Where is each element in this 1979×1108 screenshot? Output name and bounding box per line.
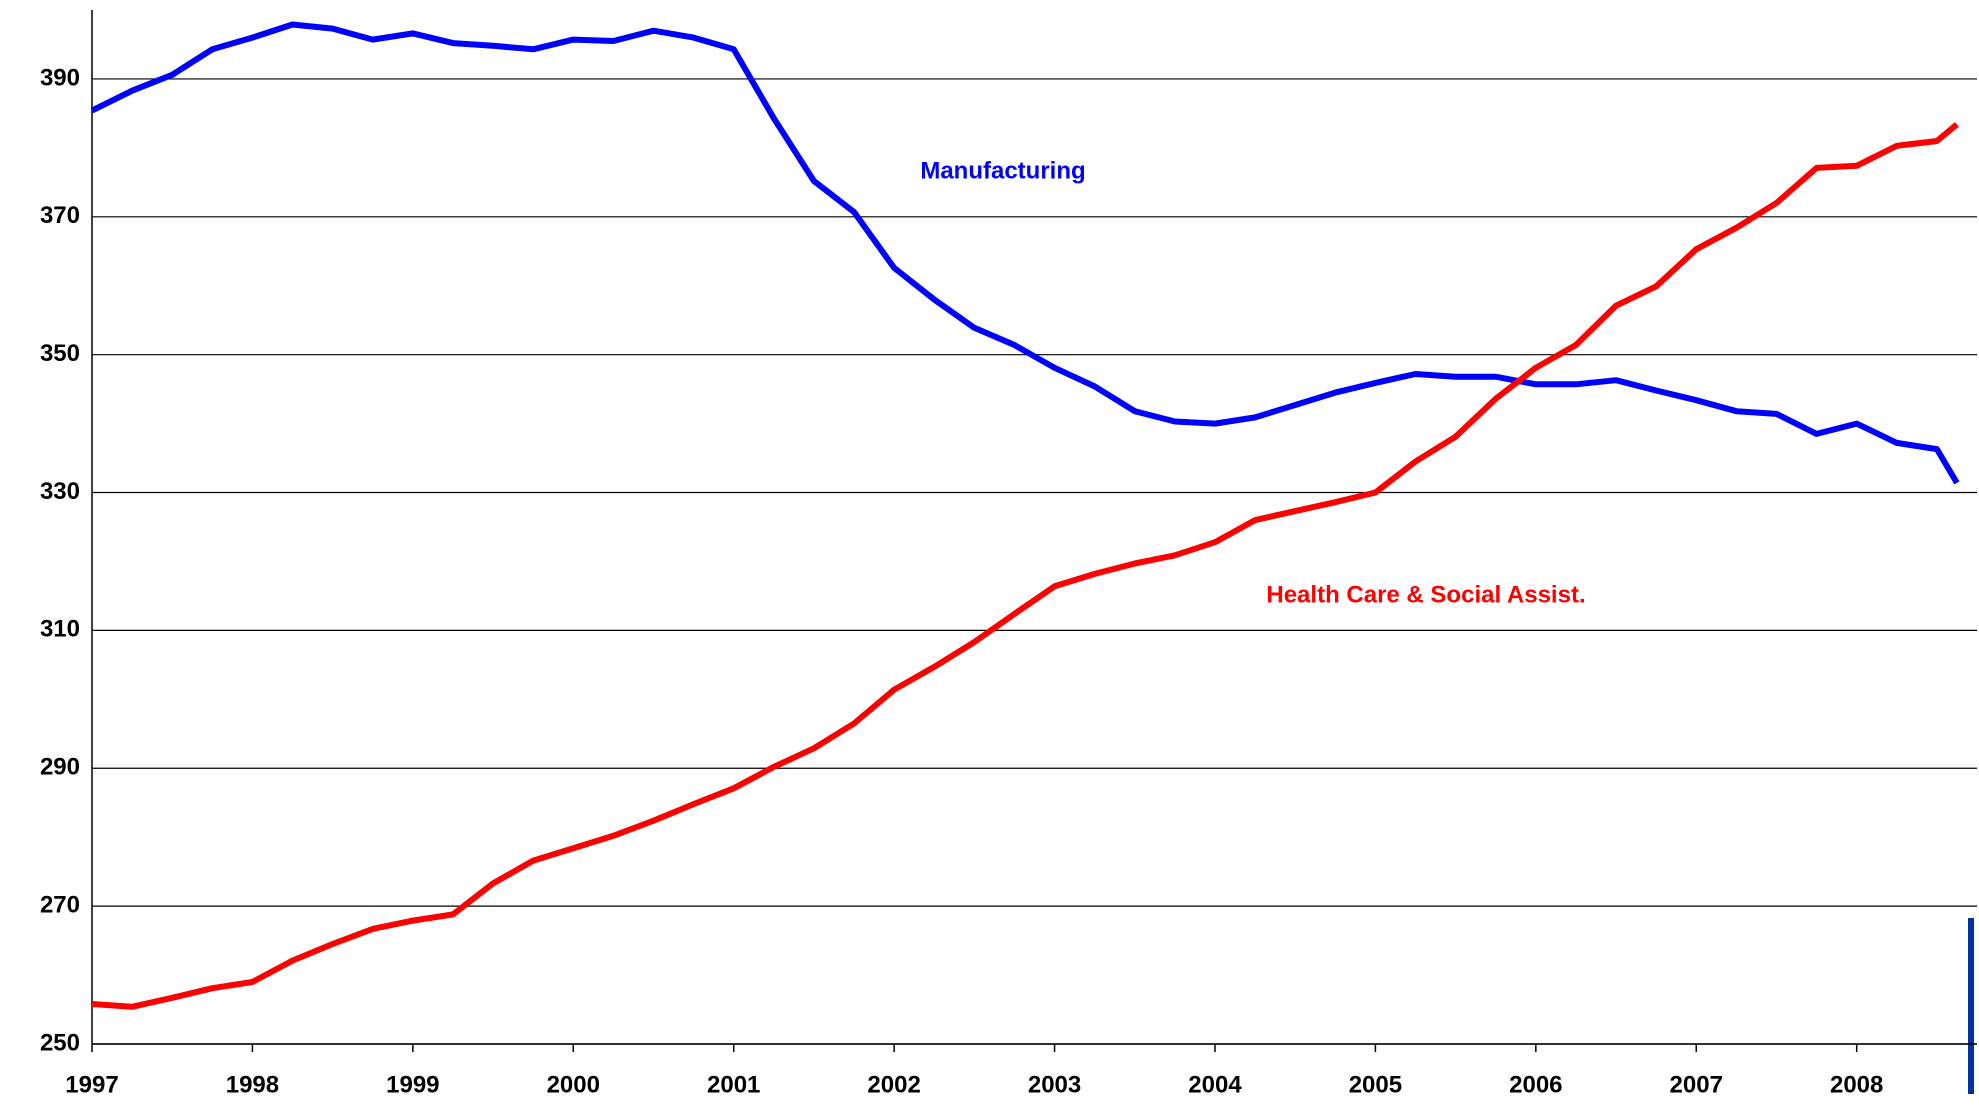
y-tick-label: 330 bbox=[40, 478, 80, 505]
y-tick-label: 390 bbox=[40, 64, 80, 91]
y-tick-label: 310 bbox=[40, 616, 80, 643]
x-tick-label: 2005 bbox=[1349, 1071, 1402, 1098]
x-tick-label: 1998 bbox=[226, 1071, 279, 1098]
y-tick-label: 290 bbox=[40, 754, 80, 781]
series-label: Health Care & Social Assist. bbox=[1266, 581, 1585, 608]
x-tick-label: 2007 bbox=[1670, 1071, 1723, 1098]
y-tick-label: 250 bbox=[40, 1029, 80, 1056]
series-line bbox=[90, 21, 1960, 485]
x-tick-label: 2008 bbox=[1830, 1071, 1883, 1098]
x-tick-label: 2000 bbox=[547, 1071, 600, 1098]
y-tick-label: 270 bbox=[40, 891, 80, 918]
series-line bbox=[91, 122, 1959, 1010]
x-tick-label: 2003 bbox=[1028, 1071, 1081, 1098]
x-tick-label: 1997 bbox=[65, 1071, 118, 1098]
x-tick-label: 2001 bbox=[707, 1071, 760, 1098]
x-tick-label: 1999 bbox=[386, 1071, 439, 1098]
x-tick-label: 2004 bbox=[1188, 1071, 1242, 1098]
x-tick-label: 2002 bbox=[867, 1071, 920, 1098]
y-tick-label: 350 bbox=[40, 340, 80, 367]
x-tick-label: 2006 bbox=[1509, 1071, 1562, 1098]
decor-bar bbox=[1968, 918, 1974, 1094]
y-tick-label: 370 bbox=[40, 202, 80, 229]
series-label: Manufacturing bbox=[920, 157, 1085, 184]
